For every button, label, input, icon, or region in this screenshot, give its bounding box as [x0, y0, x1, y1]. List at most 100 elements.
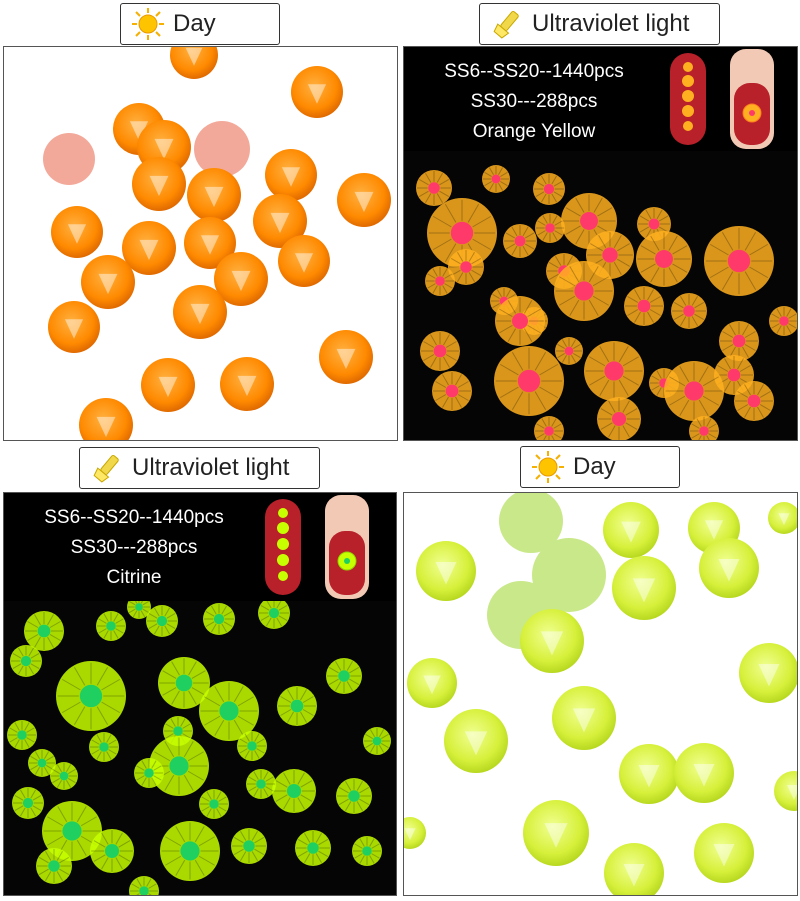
rhinestone: [416, 541, 476, 601]
rhinestone-glow: [258, 601, 290, 629]
sun-icon: [532, 451, 564, 483]
rhinestone: [79, 398, 133, 440]
rhinestone-glow: [503, 224, 537, 258]
rhinestone-glow: [56, 661, 126, 731]
rhinestone-glow: [597, 397, 641, 440]
rhinestone-glow: [719, 321, 759, 361]
uv-label-text: Ultraviolet light: [532, 10, 690, 37]
rhinestone: [774, 771, 797, 811]
rhinestone-glow: [199, 681, 259, 741]
rhinestone-glow: [363, 727, 391, 755]
rhinestone: [444, 709, 508, 773]
rhinestone-glow: [555, 337, 583, 365]
rhinestone: [603, 502, 659, 558]
rhinestone-glow: [704, 226, 774, 296]
rhinestone-glow: [203, 603, 235, 635]
rhinestone: [407, 658, 457, 708]
day-label-text: Day: [573, 453, 616, 480]
nail-sample-image: [670, 49, 774, 149]
rhinestone: [739, 643, 797, 703]
nail-sample-image: [265, 495, 369, 599]
rhinestone-glow: [36, 848, 72, 884]
rhinestone: [141, 358, 195, 412]
rhinestone: [404, 817, 426, 849]
rhinestone-glow: [482, 165, 510, 193]
rhinestone: [81, 255, 135, 309]
rhinestone-glow: [636, 231, 692, 287]
rhinestone-glow: [554, 261, 614, 321]
rhinestone: [184, 217, 236, 269]
rhinestone-glow: [89, 732, 119, 762]
rhinestone-back: [194, 121, 250, 177]
rhinestone-glow: [494, 346, 564, 416]
rhinestone: [520, 609, 584, 673]
rhinestone: [214, 252, 268, 306]
rhinestone-glow: [7, 720, 37, 750]
spec-line-1: SS6--SS20--1440pcs: [444, 61, 624, 82]
rhinestone-glow: [769, 306, 797, 336]
day-orange-panel: [3, 46, 398, 441]
rhinestone-glow: [134, 758, 164, 788]
rhinestone-glow: [432, 371, 472, 411]
rhinestone-glow: [42, 801, 102, 861]
rhinestone-glow: [12, 787, 44, 819]
info-bar: SS6--SS20--1440pcs SS30---288pcs Citrine: [4, 493, 396, 601]
rhinestone-glow: [28, 749, 56, 777]
rhinestone-glow: [277, 686, 317, 726]
color-name: Citrine: [106, 567, 162, 588]
day-citrine-panel: [403, 492, 798, 896]
rhinestone-glow: [734, 381, 774, 421]
color-name: Orange Yellow: [472, 121, 596, 142]
rhinestone-glow: [237, 731, 267, 761]
rhinestone-back: [43, 133, 95, 185]
rhinestone-glow: [427, 198, 497, 268]
spec-text: SS6--SS20--1440pcs SS30---288pcs Citrine: [4, 503, 264, 593]
rhinestone-glow: [272, 769, 316, 813]
uv-label-top: Ultraviolet light: [479, 3, 720, 45]
rhinestone: [170, 47, 218, 79]
rhinestone-glow: [295, 830, 331, 866]
rhinestone-glow: [336, 778, 372, 814]
uv-flashlight-icon: [493, 11, 519, 39]
orange-rhinestones-day: [43, 47, 391, 440]
rhinestone-glow: [425, 266, 455, 296]
citrine-rhinestones-day: [404, 493, 797, 895]
rhinestone-back: [532, 538, 606, 612]
uv-glow-area: [4, 601, 396, 895]
rhinestone-glow: [671, 293, 707, 329]
rhinestone: [768, 502, 797, 534]
day-label-bottom: Day: [520, 446, 680, 488]
uv-label-text: Ultraviolet light: [132, 454, 290, 481]
rhinestone: [694, 823, 754, 883]
rhinestone: [674, 743, 734, 803]
uv-citrine-panel: SS6--SS20--1440pcs SS30---288pcs Citrine: [3, 492, 397, 896]
citrine-rhinestones-uv: [7, 601, 391, 895]
rhinestone-glow: [160, 821, 220, 881]
rhinestone-glow: [534, 416, 564, 440]
rhinestone-glow: [664, 361, 724, 421]
rhinestone-glow: [535, 213, 565, 243]
spec-text: SS6--SS20--1440pcs SS30---288pcs Orange …: [404, 57, 664, 147]
rhinestone: [51, 206, 103, 258]
rhinestone: [122, 221, 176, 275]
day-label-top: Day: [120, 3, 280, 45]
rhinestone: [604, 843, 664, 895]
rhinestone-glow: [416, 170, 452, 206]
rhinestone-glow: [146, 605, 178, 637]
orange-stones: [43, 47, 391, 440]
rhinestone: [619, 744, 679, 804]
sun-icon: [132, 8, 164, 40]
rhinestone-glow: [231, 828, 267, 864]
rhinestone: [220, 357, 274, 411]
spec-line-2: SS30---288pcs: [470, 91, 598, 112]
rhinestone: [187, 168, 241, 222]
rhinestone-glow: [24, 611, 64, 651]
rhinestone-glow: [584, 341, 644, 401]
spec-line-2: SS30---288pcs: [70, 537, 198, 558]
rhinestone-back: [499, 493, 563, 553]
uv-glow-area: [404, 151, 797, 440]
rhinestone-glow: [158, 657, 210, 709]
rhinestone-glow: [533, 173, 565, 205]
rhinestone-glow: [127, 601, 151, 619]
rhinestone-glow: [246, 769, 276, 799]
